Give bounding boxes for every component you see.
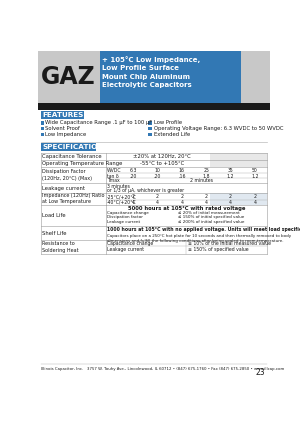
Text: WVDC: WVDC [107,168,122,173]
Text: ≤ 10% of the initial measured value: ≤ 10% of the initial measured value [188,241,271,246]
Bar [38,51,100,103]
Text: 1.2: 1.2 [251,174,259,178]
Text: 4: 4 [132,200,135,205]
Text: ≤ 150% of specified value: ≤ 150% of specified value [188,247,248,252]
Text: Illinois Capacitor, Inc.   3757 W. Touhy Ave., Lincolnwood, IL 60712 • (847) 675: Illinois Capacitor, Inc. 3757 W. Touhy A… [41,367,285,371]
Text: -25°C/+20°C: -25°C/+20°C [107,194,137,199]
Text: Load Life: Load Life [42,213,66,218]
Text: Capacitors place on a 250°C hot plate for 10 seconds and then thermally removed : Capacitors place on a 250°C hot plate fo… [107,234,291,243]
Text: Tmax: Tmax [107,178,120,183]
Text: + 105°C Low Impedance,
Low Profile Surface
Mount Chip Aluminum
Electrolytic Capa: + 105°C Low Impedance, Low Profile Surfa… [102,56,200,88]
Text: Wide Capacitance Range .1 µF to 100 µF: Wide Capacitance Range .1 µF to 100 µF [45,120,152,125]
Bar [211,153,267,160]
Text: Shelf Life: Shelf Life [42,231,67,235]
Text: 4: 4 [181,200,183,205]
Text: Capacitance Tolerance: Capacitance Tolerance [42,154,102,159]
Text: ±20% at 120Hz, 20°C: ±20% at 120Hz, 20°C [133,154,191,159]
Text: .20: .20 [130,174,137,178]
Text: Solvent Proof: Solvent Proof [45,126,80,131]
Text: 4: 4 [253,200,256,205]
Text: FEATURES: FEATURES [42,112,83,118]
Text: -40°C/+20°C: -40°C/+20°C [107,200,137,205]
Bar [148,127,152,130]
Text: Low Profile: Low Profile [154,120,182,125]
Bar [148,133,152,136]
Text: 10: 10 [155,168,161,173]
Text: Dissipation factor: Dissipation factor [107,215,143,219]
Text: Dissipation Factor
(120Hz, 20°C) (Max): Dissipation Factor (120Hz, 20°C) (Max) [42,170,92,181]
Bar [211,193,267,204]
Text: Low Impedance: Low Impedance [45,132,86,137]
Text: ≤ 20% of initial measurement: ≤ 20% of initial measurement [178,211,240,215]
Text: Leakage current: Leakage current [42,186,85,190]
Text: 16: 16 [179,168,185,173]
Text: 3 minutes: 3 minutes [107,184,130,189]
Bar [40,121,44,125]
Text: ≤ 200% of initial specified value: ≤ 200% of initial specified value [178,220,244,224]
Text: Operating Voltage Range: 6.3 WVDC to 50 WVDC: Operating Voltage Range: 6.3 WVDC to 50 … [154,126,283,131]
Text: 1.8: 1.8 [202,174,210,178]
Text: 2: 2 [205,194,208,199]
Bar [40,127,44,130]
Bar [38,103,270,110]
Text: 35: 35 [228,168,233,173]
Text: Operating Temperature Range: Operating Temperature Range [42,161,122,166]
Text: SPECIFICATIONS: SPECIFICATIONS [42,144,109,150]
Text: 2: 2 [229,194,232,199]
Bar [40,133,44,136]
Text: -55°C to +105°C: -55°C to +105°C [140,161,184,166]
Bar [148,121,152,125]
Bar [211,160,267,167]
Text: 1000 hours at 105°C with no applied voltage. Units will meet load specifications: 1000 hours at 105°C with no applied volt… [107,227,300,232]
Text: 50: 50 [252,168,258,173]
Text: 2: 2 [156,194,159,199]
Text: Leakage current: Leakage current [107,247,144,252]
Text: Resistance to
Soldering Heat: Resistance to Soldering Heat [42,241,79,252]
Text: 1.2: 1.2 [227,174,234,178]
Text: GAZ: GAZ [41,65,96,89]
Bar [40,111,84,119]
Bar [241,51,270,103]
Text: 5000 hours at 105°C with rated voltage: 5000 hours at 105°C with rated voltage [128,206,245,211]
Text: 2 minutes: 2 minutes [190,178,213,183]
Text: Impedance (120Hz) Ratio
at Low Temperature: Impedance (120Hz) Ratio at Low Temperatu… [42,193,105,204]
Text: 4: 4 [156,200,159,205]
Text: Leakage current: Leakage current [107,220,140,224]
Text: 4: 4 [205,200,208,205]
Text: Capacitance change: Capacitance change [107,241,154,246]
Text: .16: .16 [178,174,186,178]
Text: 25: 25 [203,168,209,173]
Text: .20: .20 [154,174,161,178]
Text: 2: 2 [180,194,183,199]
Text: ≤ 150% of initial specified value: ≤ 150% of initial specified value [178,215,244,219]
Text: Capacitance change: Capacitance change [107,211,149,215]
Text: 4: 4 [229,200,232,205]
Text: 23: 23 [256,368,266,377]
Text: 2: 2 [132,194,135,199]
Bar [40,143,96,151]
Text: 6.3: 6.3 [130,168,137,173]
Bar [100,51,241,103]
Text: tan δ: tan δ [107,174,119,178]
Text: 2: 2 [253,194,256,199]
Text: or 1/3 of μA, whichever is greater: or 1/3 of μA, whichever is greater [107,188,184,193]
Text: Extended Life: Extended Life [154,132,190,137]
